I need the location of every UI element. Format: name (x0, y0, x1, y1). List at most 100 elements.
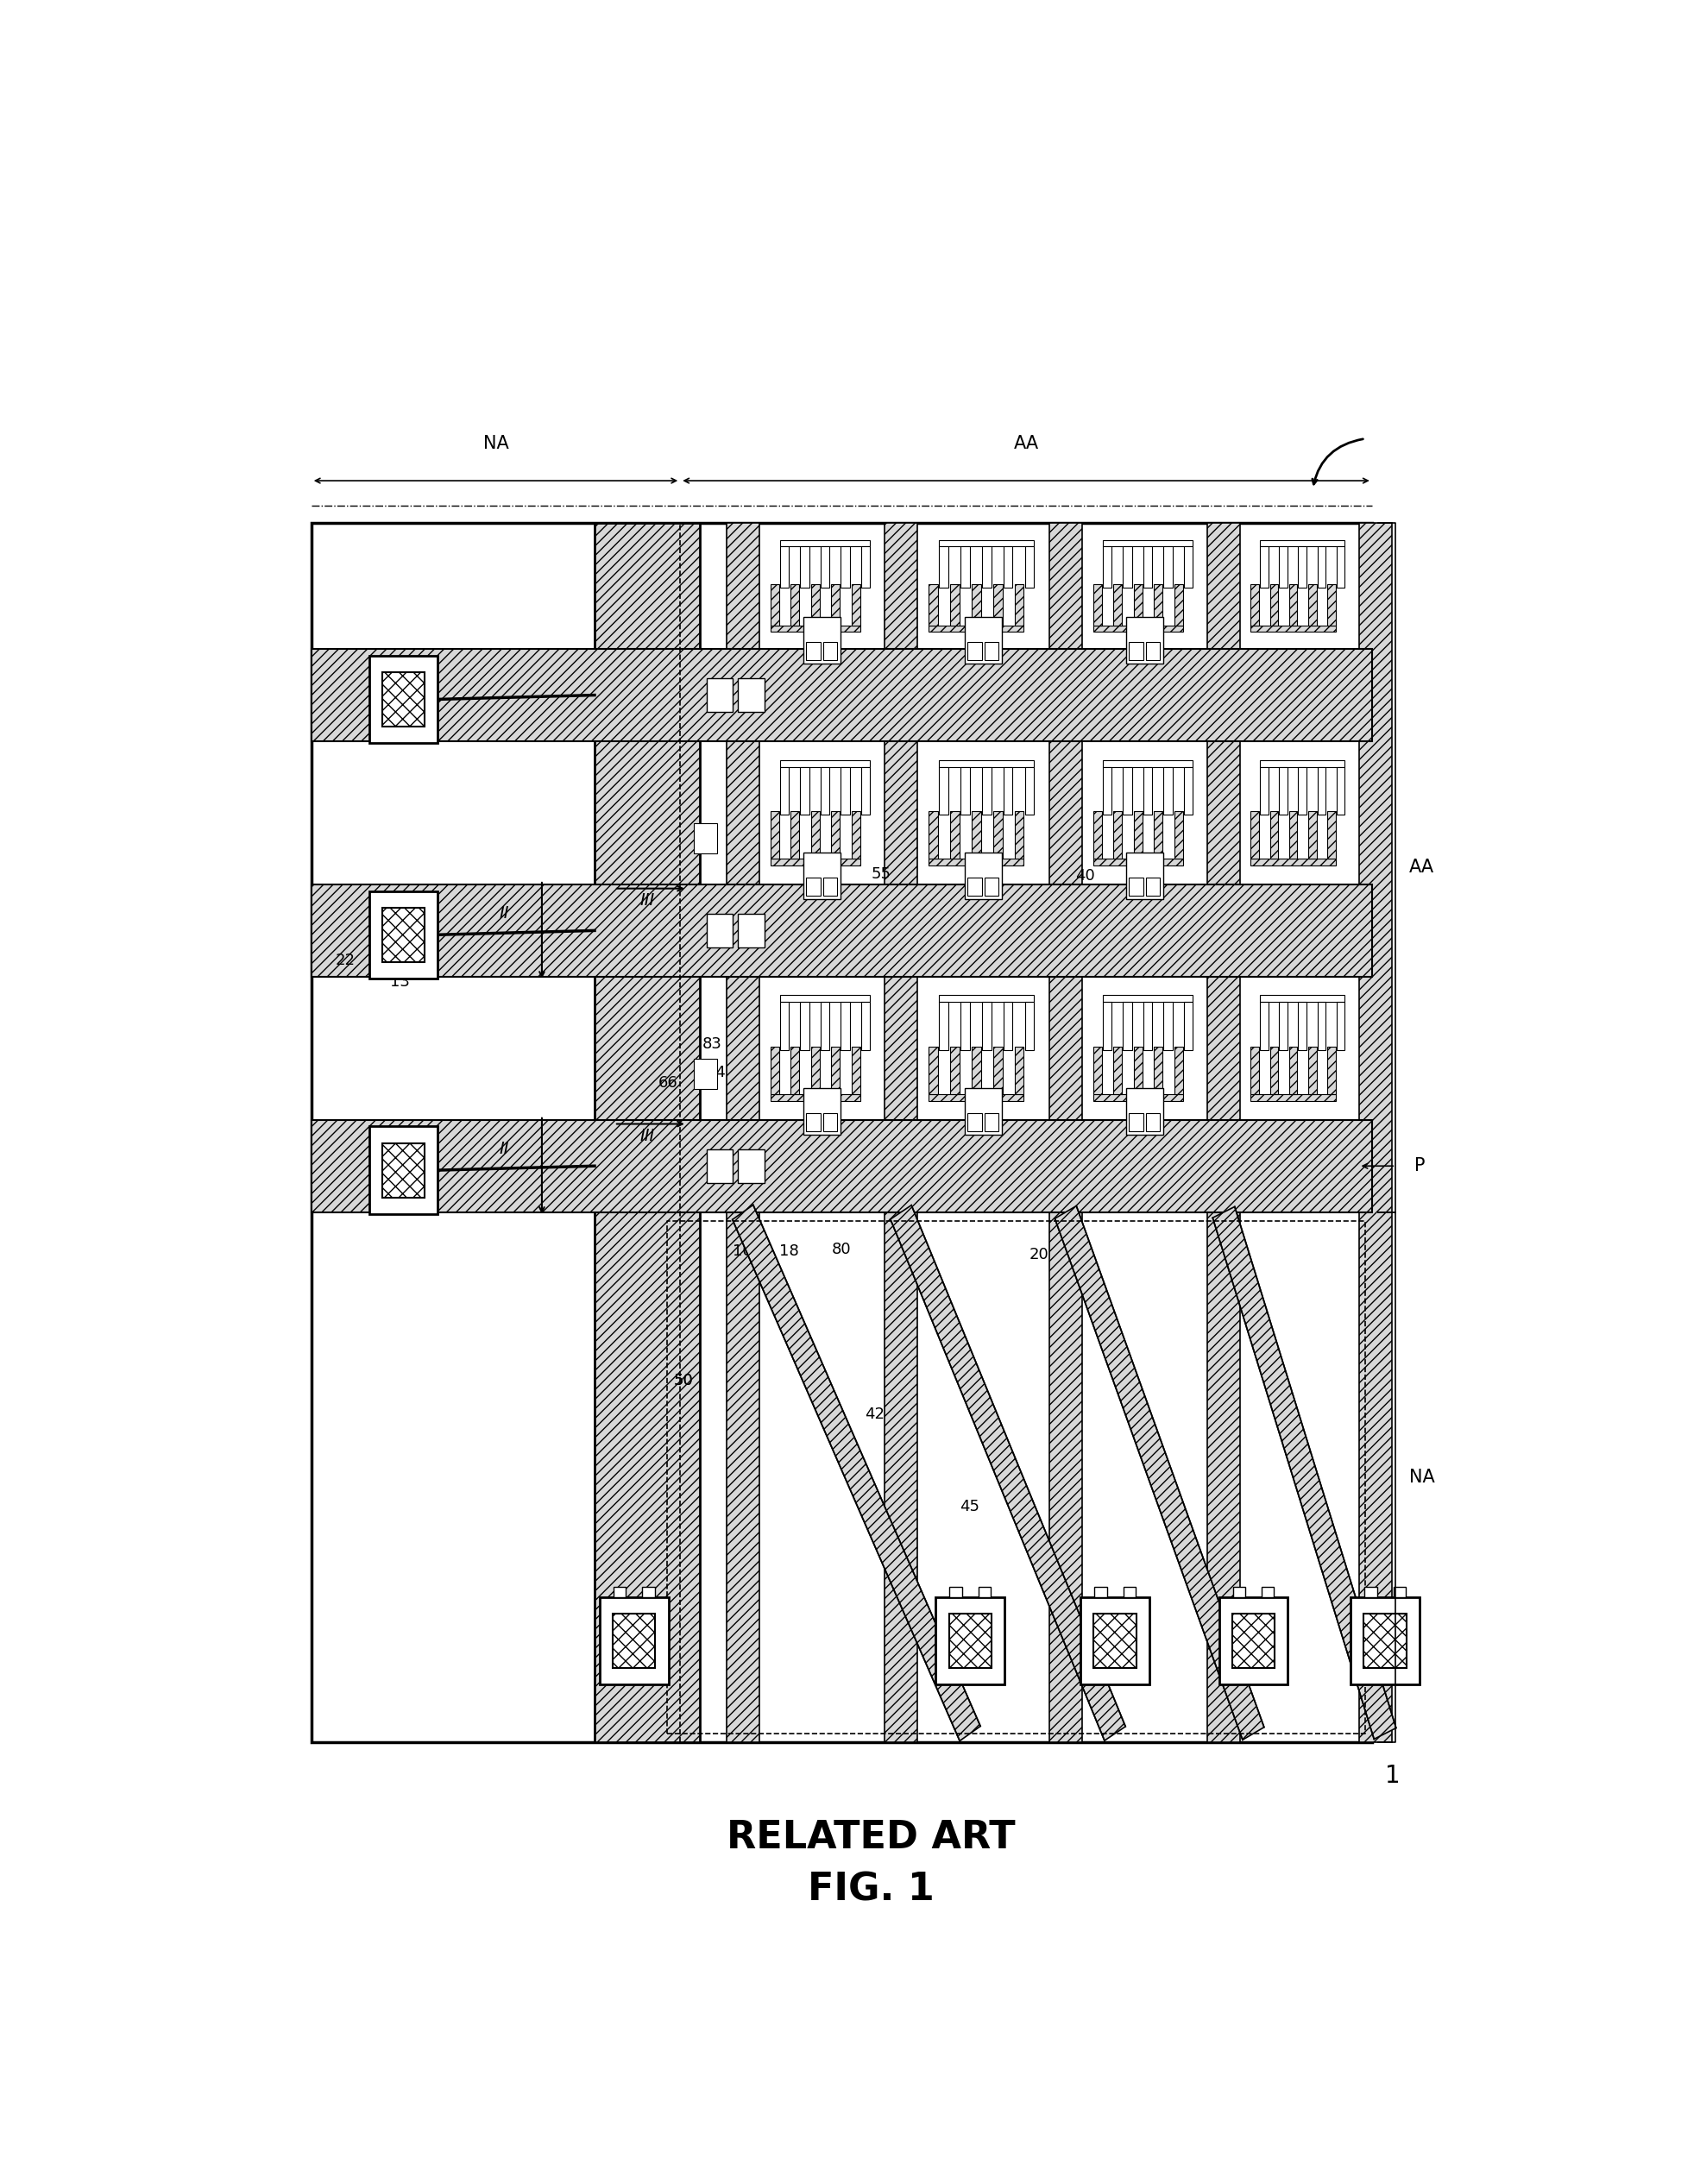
Bar (1025, 546, 1034, 587)
Bar (1164, 1002, 1173, 1051)
Bar (311, 649, 1372, 740)
Bar (1328, 1046, 1336, 1094)
Text: 13: 13 (391, 974, 410, 989)
Bar (1093, 858, 1183, 865)
Bar (1125, 852, 1163, 900)
Bar (1154, 583, 1163, 625)
Bar (694, 823, 717, 854)
Bar (1103, 767, 1112, 815)
Bar (966, 1088, 1001, 1136)
Bar (726, 522, 760, 1743)
Text: II: II (500, 1140, 508, 1158)
Bar (1103, 1002, 1112, 1051)
Bar (1183, 1002, 1193, 1051)
Bar (1175, 583, 1183, 625)
Text: 64: 64 (707, 1066, 726, 1081)
Bar (1114, 810, 1122, 858)
Text: 50: 50 (673, 1372, 694, 1389)
Bar (780, 1002, 789, 1051)
Bar (804, 852, 840, 900)
Bar (1299, 767, 1307, 815)
Text: AA: AA (1013, 435, 1039, 452)
Bar (1309, 1046, 1316, 1094)
Bar (1309, 583, 1316, 625)
Bar (614, 1614, 655, 1669)
Bar (1336, 767, 1345, 815)
Bar (770, 625, 860, 631)
Bar (1015, 1046, 1023, 1094)
Bar (1219, 1597, 1287, 1684)
Bar (984, 642, 998, 660)
Bar (928, 625, 1023, 631)
Bar (694, 1059, 717, 1088)
Bar (842, 546, 850, 587)
Bar (1154, 1046, 1163, 1094)
Text: NA: NA (1409, 1468, 1435, 1485)
Bar (928, 858, 1023, 865)
Bar (1232, 1588, 1244, 1597)
Bar (1015, 810, 1023, 858)
Bar (1251, 1094, 1336, 1101)
Text: 66: 66 (658, 1075, 677, 1090)
Bar (1154, 810, 1163, 858)
Bar (804, 616, 840, 664)
Bar (1129, 642, 1142, 660)
Bar (966, 852, 1001, 900)
Bar (950, 1588, 962, 1597)
Bar (1289, 810, 1297, 858)
Bar (811, 1046, 819, 1094)
Text: 42: 42 (865, 1406, 884, 1422)
Polygon shape (1054, 1206, 1265, 1741)
Bar (1175, 810, 1183, 858)
Bar (801, 546, 809, 587)
Bar (823, 642, 838, 660)
Text: 22: 22 (335, 952, 355, 968)
Bar (938, 1002, 949, 1051)
Bar (928, 1094, 1023, 1101)
Bar (938, 767, 949, 815)
Bar (823, 878, 838, 895)
Bar (950, 1046, 959, 1094)
Text: III: III (639, 1127, 655, 1144)
Bar (1144, 767, 1153, 815)
Bar (1125, 1088, 1163, 1136)
Bar (984, 1114, 998, 1131)
Bar (1003, 546, 1013, 587)
Bar (938, 539, 1034, 546)
Bar (770, 1046, 779, 1094)
Bar (938, 996, 1034, 1002)
Bar (1164, 767, 1173, 815)
Bar (1103, 996, 1193, 1002)
Bar (884, 522, 918, 1743)
Bar (1251, 810, 1260, 858)
Bar (1318, 546, 1326, 587)
Bar (842, 1002, 850, 1051)
Bar (984, 878, 998, 895)
Bar (1134, 583, 1142, 625)
Bar (960, 546, 969, 587)
Bar (1146, 642, 1159, 660)
Text: 50: 50 (673, 1372, 694, 1389)
Bar (369, 1127, 439, 1214)
Bar (1299, 546, 1307, 587)
Bar (1260, 996, 1345, 1002)
Text: III: III (639, 891, 655, 909)
Bar (770, 810, 779, 858)
Bar (791, 810, 799, 858)
Polygon shape (891, 1206, 1125, 1741)
Bar (928, 1046, 938, 1094)
Bar (1015, 583, 1023, 625)
Bar (960, 1002, 969, 1051)
Bar (770, 858, 860, 865)
Bar (1289, 583, 1297, 625)
Bar (1251, 583, 1260, 625)
Bar (823, 1114, 838, 1131)
Bar (1260, 1002, 1268, 1051)
Bar (1095, 1588, 1107, 1597)
Bar (821, 546, 830, 587)
Bar (780, 546, 789, 587)
Bar (1336, 546, 1345, 587)
Bar (993, 583, 1003, 625)
Bar (831, 583, 840, 625)
Text: 18: 18 (779, 1243, 799, 1258)
